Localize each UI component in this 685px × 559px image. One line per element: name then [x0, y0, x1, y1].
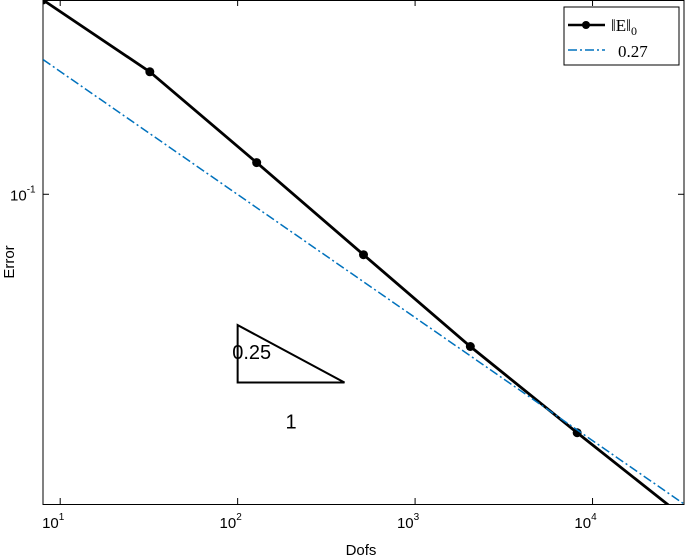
x-tick-label: 103 — [397, 512, 420, 532]
legend-marker-series-1 — [582, 21, 590, 29]
data-point — [43, 0, 48, 5]
slope-label: 0.25 — [232, 342, 271, 364]
data-point — [465, 341, 475, 351]
legend-label-series-2: 0.27 — [618, 42, 648, 61]
x-tick-label: 101 — [42, 512, 65, 532]
y-tick-label: 10-1 — [10, 184, 36, 204]
legend-label-series-1: ‖E‖0 — [611, 16, 637, 38]
y-axis-title: Error — [1, 245, 18, 278]
slope-triangle — [236, 323, 345, 384]
legend: ‖E‖0 0.27 — [563, 6, 680, 66]
data-point — [252, 158, 262, 168]
data-point — [359, 250, 368, 260]
legend-box — [563, 6, 680, 66]
x-tick-label: 102 — [220, 512, 243, 532]
data-point — [572, 428, 582, 438]
data-point — [680, 513, 685, 522]
run-label: 1 — [285, 411, 296, 433]
x-axis-title: Dofs — [346, 542, 377, 559]
series-line-2 — [43, 58, 685, 505]
x-tick-label: 104 — [574, 512, 597, 532]
data-point — [145, 67, 155, 77]
